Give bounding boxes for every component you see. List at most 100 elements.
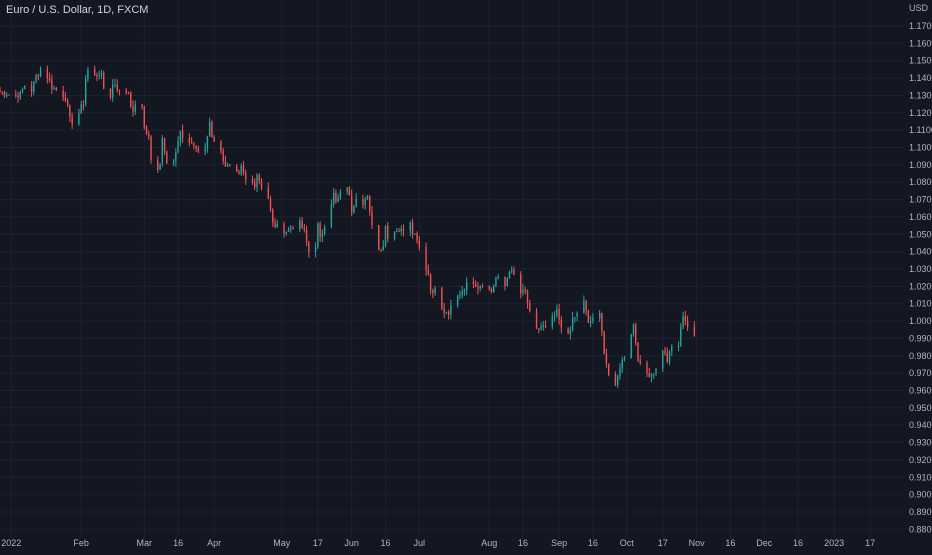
candle-body xyxy=(520,274,522,294)
y-tick-label: 0.88000 xyxy=(909,524,932,534)
candle-body xyxy=(204,148,206,152)
candle-body xyxy=(350,195,353,213)
candle-body xyxy=(305,229,308,242)
candle-body xyxy=(605,353,608,364)
candle-body xyxy=(592,317,594,322)
candle-body xyxy=(48,78,51,81)
candle-body xyxy=(159,163,161,171)
candle-body xyxy=(353,206,355,213)
candle-body xyxy=(362,199,364,205)
candle-body xyxy=(332,192,335,205)
candle-body xyxy=(303,228,306,230)
candle-body xyxy=(157,160,159,171)
candle-body xyxy=(179,130,182,142)
candle-body xyxy=(51,80,53,90)
x-tick-label: 16 xyxy=(380,538,390,548)
y-tick-label: 1.05000 xyxy=(909,229,932,239)
x-axis[interactable]: 2022 Feb Mar 16 Apr May 17 Jun 16 Jul Aug 16 Sep 16 Oc… xyxy=(1,538,875,548)
candle-body xyxy=(145,126,148,134)
x-tick-label: Nov xyxy=(689,538,706,548)
candle-body xyxy=(276,224,278,228)
candle-body xyxy=(274,222,276,228)
candle-body xyxy=(569,330,572,334)
candle-body xyxy=(39,69,42,76)
candle-body xyxy=(551,316,554,327)
candle-body xyxy=(450,305,452,315)
candle-body xyxy=(635,324,637,343)
candle-body xyxy=(335,192,337,202)
candle-body xyxy=(150,136,152,161)
candle-body xyxy=(664,350,666,354)
x-tick-label: May xyxy=(273,538,291,548)
candle-body xyxy=(461,290,463,295)
candle-body xyxy=(637,342,639,361)
y-tick-label: 1.15000 xyxy=(909,56,932,66)
y-axis[interactable]: 1.17000 1.16000 1.15000 1.14000 1.13000 1.120… xyxy=(909,21,932,534)
candle-body xyxy=(524,289,526,291)
candle-body xyxy=(465,281,468,291)
y-tick-label: 0.96000 xyxy=(909,385,932,395)
candle-body xyxy=(513,269,515,275)
candle-body xyxy=(648,373,650,377)
candle-body xyxy=(560,320,563,328)
candle-body xyxy=(172,160,175,164)
candle-body xyxy=(589,321,592,323)
y-tick-label: 0.97000 xyxy=(909,368,932,378)
x-tick-label: 2023 xyxy=(824,538,844,548)
x-tick-label: Feb xyxy=(73,538,89,548)
candle-body xyxy=(256,174,258,188)
candle-body xyxy=(175,152,177,161)
candle-body xyxy=(0,90,1,93)
candle-body xyxy=(267,187,269,199)
candle-body xyxy=(677,346,680,348)
candle-body xyxy=(6,95,8,97)
candle-body xyxy=(226,164,229,167)
candle-body xyxy=(425,247,427,270)
candle-body xyxy=(3,92,6,96)
candle-body xyxy=(598,313,601,318)
candle-body xyxy=(369,195,371,212)
candle-body xyxy=(236,165,238,172)
candle-body xyxy=(69,105,71,117)
candle-body xyxy=(477,286,479,289)
x-tick-label: Dec xyxy=(756,538,773,548)
candle-body xyxy=(190,142,193,144)
x-tick-label: 17 xyxy=(865,538,875,548)
y-tick-label: 1.01000 xyxy=(909,299,932,309)
candle-body xyxy=(655,368,657,374)
candle-body xyxy=(504,277,506,287)
y-tick-label: 1.12000 xyxy=(909,108,932,118)
candle-body xyxy=(443,308,445,313)
candle-body xyxy=(118,90,121,92)
x-tick-label: 17 xyxy=(658,538,668,548)
candle-body xyxy=(490,288,493,292)
candle-body xyxy=(24,85,26,89)
currency-label: USD xyxy=(909,3,929,13)
candle-body xyxy=(323,227,326,234)
candle-body xyxy=(181,130,184,138)
candle-body xyxy=(21,88,24,92)
y-tick-label: 1.03000 xyxy=(909,264,932,274)
candle-body xyxy=(400,228,402,232)
candle-body xyxy=(222,151,224,162)
candles xyxy=(0,65,696,388)
candle-body xyxy=(254,182,256,188)
candle-body xyxy=(1,92,3,94)
candle-body xyxy=(506,278,508,287)
candle-body xyxy=(301,220,303,229)
candle-body xyxy=(285,231,288,234)
candle-body xyxy=(540,326,542,330)
y-tick-label: 0.94000 xyxy=(909,420,932,430)
candle-body xyxy=(15,94,17,96)
candle-body xyxy=(396,230,398,232)
candle-body xyxy=(62,90,64,98)
candle-body xyxy=(55,88,58,91)
candle-body xyxy=(574,317,576,319)
candle-body xyxy=(623,358,626,360)
candle-body xyxy=(418,240,421,248)
candle-body xyxy=(567,327,569,334)
candle-body xyxy=(134,104,136,112)
y-tick-label: 0.99000 xyxy=(909,333,932,343)
